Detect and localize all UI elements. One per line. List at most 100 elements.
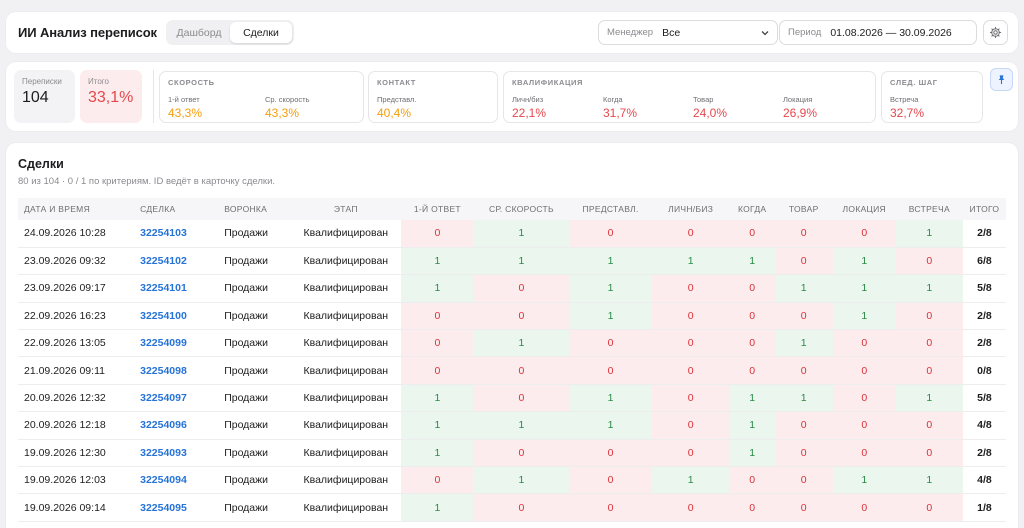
cell-criterion-score: 0	[729, 274, 775, 303]
deal-link[interactable]: 32254094	[140, 474, 187, 487]
col-product-header[interactable]: ТОВАР	[774, 198, 833, 220]
cell-criterion-score: 0	[473, 384, 570, 413]
metric-value: 40,4%	[377, 106, 412, 120]
cell-criterion-score: 0	[895, 356, 963, 385]
cell-criterion-score: 0	[651, 302, 730, 331]
group-contact: КОНТАКТ Представл. 40,4%	[368, 71, 498, 123]
col-location-header[interactable]: ЛОКАЦИЯ	[832, 198, 896, 220]
cell-criterion-score: 1	[473, 247, 570, 276]
cell-datetime: 20.09.2026 12:32	[18, 384, 135, 413]
cell-criterion-score: 1	[569, 302, 652, 331]
cell-criterion-score: 1	[401, 493, 474, 522]
cell-datetime: 19.09.2026 12:03	[18, 466, 135, 495]
deal-link[interactable]: 32254098	[140, 364, 187, 377]
deal-link[interactable]: 32254102	[140, 255, 187, 268]
table-row: 22.09.2026 13:05 32254099 Продажи Квалифици…	[18, 329, 1006, 358]
cell-criterion-score: 1	[651, 466, 730, 495]
cell-total-score: 4/8	[962, 466, 1006, 495]
cell-criterion-score: 1	[473, 411, 570, 440]
manager-select[interactable]: Менеджер Все	[598, 20, 778, 45]
tab-dashboard[interactable]: Дашборд	[176, 26, 222, 39]
cell-criterion-score: 1	[569, 274, 652, 303]
cell-criterion-score: 0	[401, 220, 474, 248]
metric-product: Товар 24,0%	[693, 95, 727, 120]
cell-criterion-score: 0	[569, 466, 652, 495]
col-datetime-header[interactable]: ДАТА И ВРЕМЯ	[18, 198, 135, 220]
deal-link[interactable]: 32254101	[140, 282, 187, 295]
cell-total-score: 5/8	[962, 274, 1006, 303]
cell-criterion-score: 0	[895, 439, 963, 468]
cell-funnel: Продажи	[218, 356, 291, 385]
deal-link[interactable]: 32254097	[140, 392, 187, 405]
cell-criterion-score: 0	[832, 411, 896, 440]
cell-datetime: 23.09.2026 09:32	[18, 247, 135, 276]
metric-label: Когда	[603, 95, 623, 104]
cell-deal: 32254101	[134, 274, 219, 303]
cell-datetime: 22.09.2026 13:05	[18, 329, 135, 358]
cell-criterion-score: 1	[473, 220, 570, 248]
cell-criterion-score: 1	[729, 411, 775, 440]
cell-criterion-score: 1	[569, 247, 652, 276]
cell-criterion-score: 0	[832, 329, 896, 358]
deals-title: Сделки	[18, 157, 64, 171]
cell-deal: 32254094	[134, 466, 219, 495]
col-total-header[interactable]: ИТОГО	[962, 198, 1006, 220]
deal-link[interactable]: 32254100	[140, 309, 187, 322]
cell-criterion-score: 1	[729, 247, 775, 276]
deal-link[interactable]: 32254103	[140, 227, 187, 240]
cell-criterion-score: 0	[651, 356, 730, 385]
tab-deals[interactable]: Сделки	[230, 22, 292, 43]
cell-total-score: 2/8	[962, 220, 1006, 248]
metric-label: Ср. скорость	[265, 95, 310, 104]
cell-criterion-score: 0	[774, 466, 833, 495]
cell-datetime: 20.09.2026 12:18	[18, 411, 135, 440]
col-stage-header[interactable]: ЭТАП	[290, 198, 402, 220]
deal-link[interactable]: 32254096	[140, 419, 187, 432]
cell-criterion-score: 0	[569, 329, 652, 358]
cell-stage: Квалифицирован	[290, 384, 402, 413]
cell-criterion-score: 0	[473, 439, 570, 468]
cell-criterion-score: 0	[569, 220, 652, 248]
period-picker[interactable]: Период 01.08.2026 — 30.09.2026	[779, 20, 977, 45]
col-funnel-header[interactable]: ВОРОНКА	[218, 198, 291, 220]
cell-criterion-score: 1	[895, 220, 963, 248]
cell-criterion-score: 1	[895, 274, 963, 303]
col-when-header[interactable]: КОГДА	[729, 198, 775, 220]
col-first-reply-header[interactable]: 1-Й ОТВЕТ	[401, 198, 474, 220]
col-introduction-header[interactable]: ПРЕДСТАВЛ.	[569, 198, 652, 220]
cell-criterion-score: 0	[832, 493, 896, 522]
cell-criterion-score: 1	[774, 329, 833, 358]
pin-button[interactable]	[990, 68, 1013, 91]
cell-deal: 32254097	[134, 384, 219, 413]
cell-criterion-score: 1	[401, 411, 474, 440]
cell-funnel: Продажи	[218, 493, 291, 522]
cell-funnel: Продажи	[218, 466, 291, 495]
deal-link[interactable]: 32254095	[140, 501, 187, 514]
cell-funnel: Продажи	[218, 302, 291, 331]
col-deal-header[interactable]: СДЕЛКА	[134, 198, 219, 220]
deal-link[interactable]: 32254093	[140, 446, 187, 459]
cell-criterion-score: 0	[832, 384, 896, 413]
cell-criterion-score: 0	[774, 247, 833, 276]
col-personal-business-header[interactable]: ЛИЧН/БИЗ	[651, 198, 730, 220]
col-meeting-header[interactable]: ВСТРЕЧА	[895, 198, 963, 220]
cell-criterion-score: 1	[651, 247, 730, 276]
cell-criterion-score: 0	[895, 329, 963, 358]
cell-criterion-score: 1	[895, 466, 963, 495]
cell-criterion-score: 1	[729, 384, 775, 413]
group-title: СКОРОСТЬ	[168, 78, 215, 87]
cell-deal: 32254095	[134, 493, 219, 522]
cell-criterion-score: 0	[729, 493, 775, 522]
metrics-panel: Переписки 104 Итого 33,1% СКОРОСТЬ 1-й о…	[6, 62, 1018, 131]
group-qualification: КВАЛИФИКАЦИЯ Личн/биз 22,1% Когда 31,7% …	[503, 71, 876, 123]
period-label: Период	[788, 27, 822, 38]
cell-criterion-score: 0	[473, 356, 570, 385]
settings-button[interactable]	[983, 20, 1008, 45]
cell-datetime: 19.09.2026 09:14	[18, 493, 135, 522]
cell-deal: 32254102	[134, 247, 219, 276]
cell-stage: Квалифицирован	[290, 329, 402, 358]
manager-label: Менеджер	[607, 27, 654, 38]
cell-criterion-score: 0	[774, 302, 833, 331]
deal-link[interactable]: 32254099	[140, 337, 187, 350]
col-avg-speed-header[interactable]: СР. СКОРОСТЬ	[473, 198, 570, 220]
